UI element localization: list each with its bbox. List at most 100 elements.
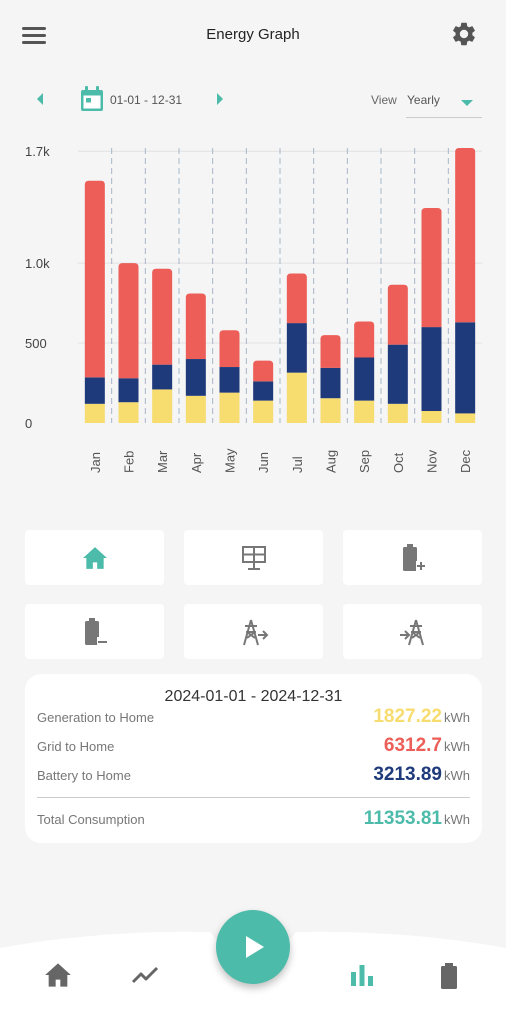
bar-segment[interactable] — [387, 403, 408, 423]
app-header: Energy Graph — [0, 0, 506, 70]
total-consumption-row: Total Consumption 11353.81 kWh — [37, 808, 470, 832]
summary-value: 6312.7 — [383, 735, 442, 756]
view-select[interactable]: Yearly — [406, 86, 482, 118]
bar-segment[interactable] — [455, 322, 476, 414]
view-selected-value: Yearly — [407, 93, 440, 107]
nav-trend-button[interactable] — [131, 962, 159, 990]
calendar-button[interactable] — [80, 86, 104, 112]
settings-button[interactable] — [450, 20, 478, 48]
bar-segment[interactable] — [219, 392, 240, 423]
bar-segment[interactable] — [185, 293, 206, 360]
bar-segment[interactable] — [152, 389, 173, 423]
bar-segment[interactable] — [185, 395, 206, 423]
battery-charge-mode-button[interactable] — [343, 530, 482, 585]
bar-segment[interactable] — [354, 357, 375, 401]
bar-segment[interactable] — [320, 335, 341, 368]
bar-segment[interactable] — [152, 268, 173, 365]
bar-segment[interactable] — [354, 321, 375, 358]
bar-segment[interactable] — [320, 398, 341, 423]
date-bar: 01-01 - 12-31 View Yearly — [0, 80, 506, 120]
energy-chart: 0 500 1.0k 1.7k Jan Feb Mar Apr May Jun Jul Aug Sep O… — [0, 130, 506, 490]
battery-to-home-row: Battery to Home 3213.89 kWh — [37, 764, 470, 788]
y-tick-label: 0 — [25, 416, 32, 431]
bar-segment[interactable] — [84, 180, 105, 378]
grid-import-mode-button[interactable] — [343, 604, 482, 659]
summary-label: Battery to Home — [37, 768, 131, 783]
bar-segment[interactable] — [118, 378, 139, 403]
x-tick-label: May — [223, 448, 238, 473]
bar-segment[interactable] — [219, 330, 240, 368]
play-button[interactable] — [216, 910, 290, 984]
bar-segment[interactable] — [152, 364, 173, 390]
x-tick-label: Sep — [357, 450, 372, 473]
hamburger-line — [22, 34, 46, 37]
bar-segment[interactable] — [455, 148, 476, 323]
summary-unit: kWh — [444, 768, 470, 783]
menu-button[interactable] — [22, 24, 48, 46]
home-icon — [82, 546, 107, 569]
hamburger-menu-icon — [22, 27, 46, 30]
grid-export-icon — [242, 619, 268, 645]
energy-bar-chart: 0 500 1.0k 1.7k Jan Feb Mar Apr May Jun Jul Aug Sep O… — [25, 144, 482, 473]
view-label: View — [371, 93, 397, 107]
x-tick-label: Apr — [189, 452, 204, 473]
bar-segment[interactable] — [421, 327, 442, 412]
total-label: Total Consumption — [37, 812, 145, 827]
bar-segment[interactable] — [421, 207, 442, 328]
x-tick-label: Jun — [256, 452, 271, 473]
summary-unit: kWh — [444, 739, 470, 754]
next-period-button[interactable] — [212, 92, 226, 106]
bar-segment[interactable] — [421, 411, 442, 423]
summary-value: 1827.22 — [373, 706, 442, 727]
bar-segment[interactable] — [118, 263, 139, 379]
total-value: 11353.81 — [363, 808, 442, 829]
gear-icon — [453, 22, 475, 46]
previous-period-button[interactable] — [34, 92, 48, 106]
summary-date-range: 2024-01-01 - 2024-12-31 — [164, 688, 343, 705]
bar-segment[interactable] — [354, 400, 375, 423]
bar-segment[interactable] — [387, 284, 408, 345]
bar-segment[interactable] — [253, 360, 274, 382]
summary-card: 2024-01-01 - 2024-12-31 Generation to Ho… — [25, 674, 482, 843]
bar-segment[interactable] — [219, 367, 240, 393]
summary-label: Grid to Home — [37, 739, 115, 754]
bar-segment[interactable] — [84, 377, 105, 404]
bar-segment[interactable] — [455, 413, 476, 423]
bar-segment[interactable] — [84, 403, 105, 423]
y-tick-label: 500 — [25, 336, 47, 351]
bar-segment[interactable] — [286, 273, 307, 324]
nav-home-button[interactable] — [44, 962, 72, 990]
summary-value: 3213.89 — [373, 764, 442, 785]
grid-export-mode-button[interactable] — [184, 604, 323, 659]
chevron-right-icon — [217, 93, 223, 105]
y-tick-label: 1.7k — [25, 144, 50, 159]
nav-battery-button[interactable] — [437, 962, 465, 990]
bar-segment[interactable] — [387, 344, 408, 404]
home-icon — [45, 963, 71, 987]
bar-segment[interactable] — [253, 381, 274, 401]
bar-chart-icon — [351, 965, 373, 986]
bar-segment[interactable] — [185, 359, 206, 396]
x-tick-label: Feb — [122, 451, 137, 473]
bar-segment[interactable] — [118, 402, 139, 423]
page-title: Energy Graph — [206, 26, 300, 43]
summary-label: Generation to Home — [37, 710, 155, 725]
bar-segment[interactable] — [286, 372, 307, 423]
nav-chart-button[interactable] — [348, 962, 376, 990]
x-tick-label: Dec — [458, 449, 473, 473]
play-icon — [246, 936, 264, 958]
home-mode-button[interactable] — [25, 530, 164, 585]
battery-discharge-mode-button[interactable] — [25, 604, 164, 659]
date-range-label: 01-01 - 12-31 — [110, 93, 183, 107]
bar-segment[interactable] — [286, 323, 307, 373]
solar-mode-button[interactable] — [184, 530, 323, 585]
bar-segment[interactable] — [320, 367, 341, 399]
bar-segment[interactable] — [253, 400, 274, 423]
y-tick-label: 1.0k — [25, 256, 50, 271]
calendar-icon — [81, 86, 103, 111]
summary-divider — [37, 797, 470, 798]
x-tick-label: Jul — [290, 456, 305, 473]
solar-panel-icon — [241, 545, 266, 570]
x-tick-label: Mar — [155, 450, 170, 473]
summary-unit: kWh — [444, 710, 470, 725]
